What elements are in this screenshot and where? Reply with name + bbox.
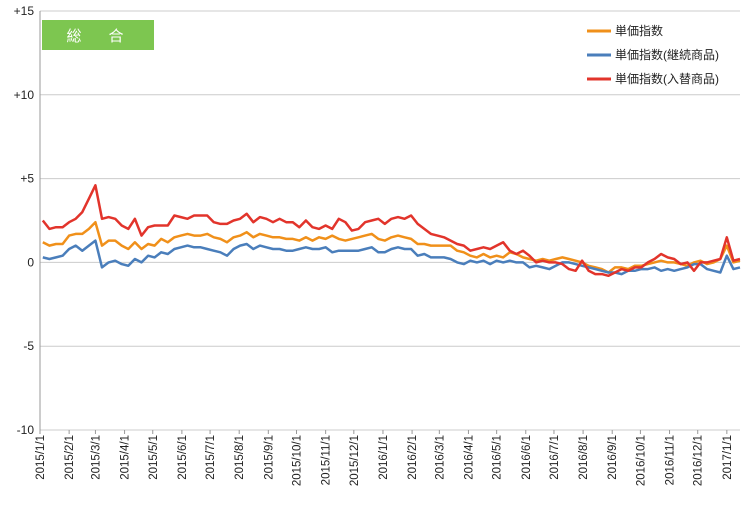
x-tick-label: 2016/12/1 <box>693 435 705 486</box>
title-badge-text: 総 合 <box>66 28 129 45</box>
x-tick-label: 2015/3/1 <box>90 435 102 480</box>
x-tick-label: 2016/10/1 <box>635 435 647 486</box>
y-axis-ticks: +15 +10 +5 0 -5 -10 <box>14 4 35 437</box>
x-tick-label: 2016/1/1 <box>378 435 390 480</box>
x-tick-label: 2016/7/1 <box>549 435 561 480</box>
x-tick-label: 2016/9/1 <box>607 435 619 480</box>
x-tick-label: 2016/4/1 <box>463 435 475 480</box>
x-tick-label: 2017/1/1 <box>722 435 734 480</box>
gridlines <box>39 10 740 431</box>
y-tick-label: 0 <box>27 255 34 269</box>
x-tick-label: 2015/5/1 <box>148 435 160 480</box>
x-tick-label: 2015/8/1 <box>234 435 246 480</box>
y-tick-label: +10 <box>14 88 35 102</box>
series-lines <box>41 184 741 278</box>
x-tick-label: 2016/2/1 <box>407 435 419 480</box>
x-tick-label: 2015/7/1 <box>205 435 217 480</box>
x-tick-label: 2015/4/1 <box>120 435 132 480</box>
x-tick-label: 2016/6/1 <box>521 435 533 480</box>
x-tick-label: 2015/12/1 <box>349 435 361 486</box>
x-tick-label: 2016/11/1 <box>665 435 677 485</box>
legend: 単価指数 単価指数(継続商品) 単価指数(入替商品) <box>578 14 743 94</box>
x-tick-label: 2015/10/1 <box>292 435 304 486</box>
x-tick-label: 2016/8/1 <box>578 435 590 480</box>
legend-label-replaced-products: 単価指数(入替商品) <box>615 71 719 86</box>
series-line-replaced-products <box>41 184 741 278</box>
y-tick-label: +15 <box>14 4 35 18</box>
legend-label-continuing-products: 単価指数(継続商品) <box>615 47 719 62</box>
title-badge-background <box>42 20 154 50</box>
x-tick-label: 2015/6/1 <box>177 435 189 480</box>
legend-label-unit-price: 単価指数 <box>615 23 663 38</box>
series-line-unit-price <box>42 220 741 274</box>
x-tick-label: 2016/5/1 <box>492 435 504 480</box>
y-tick-label: -10 <box>17 423 35 437</box>
x-axis-ticks: 2015/1/1 2015/2/1 2015/3/1 2015/4/1 2015/5/1… <box>35 430 734 486</box>
x-tick-label: 2015/1/1 <box>35 435 47 480</box>
x-tick-label: 2015/2/1 <box>64 435 76 480</box>
x-tick-label: 2015/11/1 <box>321 435 333 485</box>
y-tick-label: -5 <box>23 339 34 353</box>
x-tick-label: 2015/9/1 <box>263 435 275 480</box>
title-badge: 総 合 <box>42 20 154 50</box>
y-tick-label: +5 <box>20 172 34 186</box>
series-line-continuing-products <box>42 239 741 276</box>
x-tick-label: 2016/3/1 <box>434 435 446 480</box>
